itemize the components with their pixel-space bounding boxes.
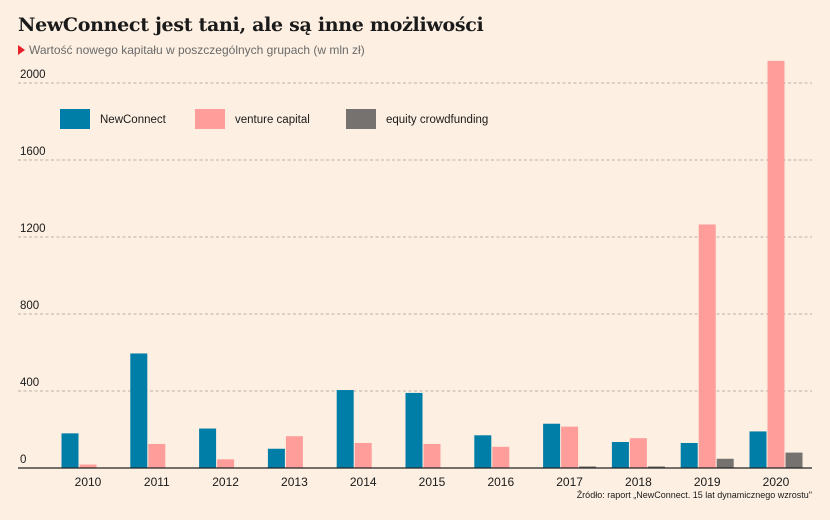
x-tick-label: 2017 [556, 475, 583, 489]
legend-swatch [60, 109, 90, 129]
bar-venture-capital [285, 436, 303, 468]
legend-label: equity crowdfunding [386, 114, 488, 126]
x-tick-label: 2014 [350, 475, 377, 489]
bar-equity-crowdfunding [716, 458, 734, 468]
bar-equity-crowdfunding [579, 466, 597, 468]
x-tick-label: 2013 [281, 475, 308, 489]
chart-subtitle: Wartość nowego kapitału w poszczególnych… [18, 43, 365, 57]
bar-venture-capital [423, 443, 441, 468]
bar-equity-crowdfunding [647, 466, 665, 468]
bar-equity-crowdfunding [785, 452, 803, 468]
x-tick-label: 2010 [75, 475, 102, 489]
bar-venture-capital [148, 443, 166, 468]
x-tick-label: 2011 [144, 475, 170, 489]
bar-newconnect [680, 442, 698, 468]
legend-label: NewConnect [100, 114, 167, 126]
legend-swatch [346, 109, 376, 129]
x-tick-label: 2012 [212, 475, 239, 489]
bar-venture-capital [79, 464, 97, 468]
bar-venture-capital [698, 224, 716, 468]
y-tick-label: 400 [20, 377, 39, 389]
bar-venture-capital [629, 438, 647, 468]
bar-newconnect [474, 435, 492, 468]
bar-newconnect [267, 448, 285, 468]
x-tick-label: 2019 [694, 475, 721, 489]
bar-venture-capital [561, 426, 579, 468]
subtitle-text: Wartość nowego kapitału w poszczególnych… [29, 43, 365, 57]
bar-newconnect [543, 423, 561, 468]
bar-newconnect [405, 392, 423, 468]
y-tick-label: 1600 [20, 146, 46, 158]
y-tick-label: 2000 [20, 69, 46, 81]
legend-swatch [195, 109, 225, 129]
bar-newconnect [130, 353, 148, 468]
bar-newconnect [336, 390, 354, 468]
x-tick-label: 2020 [763, 475, 790, 489]
x-tick-label: 2016 [487, 475, 514, 489]
x-tick-label: 2018 [625, 475, 652, 489]
bar-venture-capital [217, 459, 235, 468]
bar-venture-capital [767, 60, 785, 469]
bar-newconnect [611, 442, 629, 468]
y-tick-label: 800 [20, 300, 39, 312]
legend-label: venture capital [235, 114, 310, 126]
bar-newconnect [61, 433, 79, 468]
bar-venture-capital [354, 442, 372, 468]
source-note: Źródło: raport „NewConnect. 15 lat dynam… [576, 490, 812, 500]
x-tick-label: 2015 [419, 475, 446, 489]
y-tick-label: 1200 [20, 223, 46, 235]
y-tick-label: 0 [20, 454, 26, 466]
bar-venture-capital [492, 446, 510, 468]
triangle-marker-icon [18, 45, 25, 55]
bar-newconnect [199, 428, 217, 468]
chart-title: NewConnect jest tani, ale są inne możliw… [18, 14, 484, 36]
bar-newconnect [749, 431, 767, 468]
